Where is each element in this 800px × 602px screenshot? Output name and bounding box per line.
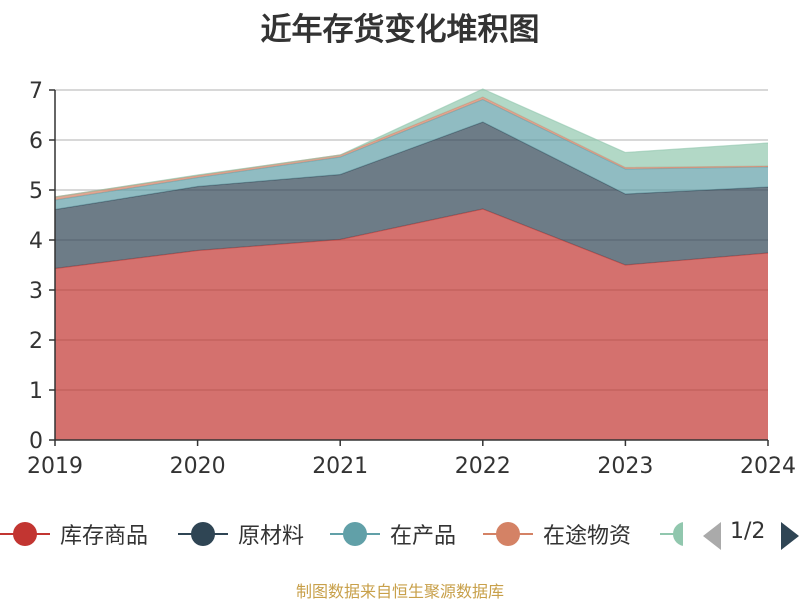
legend-marker-icon [660, 519, 683, 549]
legend-item-4[interactable] [660, 512, 683, 556]
legend-items: 库存商品 原材料 在产品 在途物资 [0, 512, 683, 556]
x-tick-label-3: 2022 [455, 454, 511, 479]
y-tick-label-2: 2 [29, 329, 43, 354]
y-tick-label-3: 3 [29, 279, 43, 304]
area-series-2 [55, 99, 768, 210]
legend: 库存商品 原材料 在产品 在途物资 1/2 [0, 512, 800, 556]
chart-title: 近年存货变化堆积图 [260, 12, 540, 48]
x-tick-label-1: 2020 [170, 454, 226, 479]
legend-item-2[interactable]: 在产品 [330, 512, 456, 556]
legend-item-1[interactable]: 原材料 [178, 512, 304, 556]
area-series-0 [55, 209, 768, 440]
legend-label-2: 在产品 [390, 524, 457, 549]
legend-item-0[interactable]: 库存商品 [0, 512, 148, 556]
y-tick-label-5: 5 [29, 179, 43, 204]
legend-marker-icon [0, 519, 50, 549]
legend-label-1: 原材料 [238, 524, 305, 549]
x-tick-label-5: 2024 [740, 454, 796, 479]
axes [49, 89, 769, 446]
y-tick-label-6: 6 [29, 129, 43, 154]
y-tick-label-0: 0 [29, 429, 43, 454]
area-series [54, 88, 769, 440]
legend-label-3: 在途物资 [543, 524, 632, 549]
area-line-series-4 [54, 88, 769, 198]
legend-next-page-icon[interactable] [781, 522, 799, 550]
x-tick-label-2: 2021 [312, 454, 368, 479]
data-source-note: 制图数据来自恒生聚源数据库 [295, 582, 504, 601]
tick-labels: 0 1 2 3 4 5 6 7 2019 2020 2021 2022 2023 2024 [27, 79, 796, 479]
y-tick-label-7: 7 [29, 79, 43, 104]
y-tick-label-4: 4 [29, 229, 43, 254]
legend-marker-icon [178, 519, 228, 549]
legend-page-indicator: 1/2 [730, 519, 766, 544]
legend-prev-page-icon[interactable] [703, 522, 721, 550]
area-series-1 [55, 122, 768, 269]
legend-label-0: 库存商品 [60, 524, 149, 549]
legend-marker-icon [483, 519, 533, 549]
x-tick-label-0: 2019 [27, 454, 83, 479]
legend-item-3[interactable]: 在途物资 [483, 512, 631, 556]
legend-marker-icon [330, 519, 380, 549]
x-tick-label-4: 2023 [597, 454, 653, 479]
y-tick-label-1: 1 [29, 379, 43, 404]
